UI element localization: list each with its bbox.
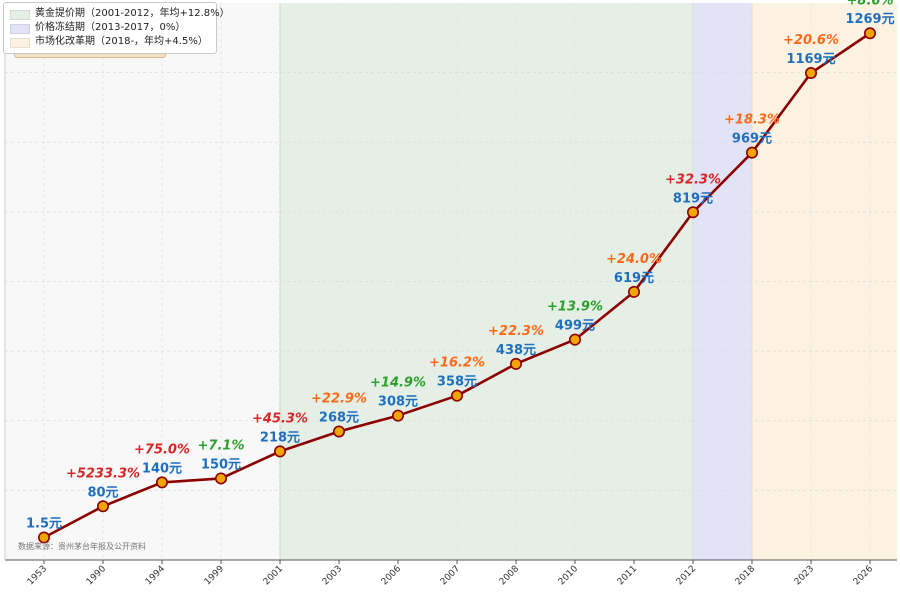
data-change-label: +32.3% xyxy=(665,172,721,187)
data-change-label: +18.3% xyxy=(724,113,780,128)
legend: 黄金提价期（2001-2012，年均+12.8%） 价格冻结期（2013-201… xyxy=(3,2,230,54)
data-change-label: +16.2% xyxy=(429,356,485,371)
x-tick-label: 2008 xyxy=(498,564,521,587)
data-value-label: 969元 xyxy=(732,132,772,147)
data-point xyxy=(37,531,50,544)
legend-label: 市场化改革期（2018-，年均+4.5%） xyxy=(35,36,208,47)
data-change-label: +22.9% xyxy=(311,391,367,406)
shaded-period xyxy=(752,3,897,560)
data-change-label: +22.3% xyxy=(488,324,544,339)
data-point xyxy=(156,476,169,489)
data-value-label: 358元 xyxy=(437,375,477,390)
data-point xyxy=(804,67,817,80)
data-value-label: 819元 xyxy=(673,191,713,206)
data-point xyxy=(686,206,699,219)
x-tick-label: 2012 xyxy=(675,564,698,587)
legend-swatch-cream xyxy=(10,38,30,48)
data-value-label: 150元 xyxy=(201,457,241,472)
data-point xyxy=(568,333,581,346)
data-change-label: +7.1% xyxy=(198,438,245,453)
x-tick-label: 2010 xyxy=(557,564,580,587)
data-point xyxy=(215,472,228,485)
legend-swatch-lavender xyxy=(10,24,30,34)
data-value-label: 1.5元 xyxy=(26,517,62,532)
data-change-label: +45.3% xyxy=(252,411,308,426)
x-tick-label: 2026 xyxy=(852,564,875,587)
legend-label: 黄金提价期（2001-2012，年均+12.8%） xyxy=(35,8,230,19)
data-change-label: +75.0% xyxy=(134,442,190,457)
data-value-label: 1269元 xyxy=(845,12,894,27)
data-value-label: 268元 xyxy=(319,410,359,425)
x-tick-label: 2011 xyxy=(616,564,639,587)
data-point xyxy=(97,500,110,513)
x-tick-label: 1990 xyxy=(85,564,108,587)
data-point xyxy=(509,357,522,370)
legend-swatch-green xyxy=(10,10,30,20)
data-point xyxy=(391,409,404,422)
x-tick-label: 2006 xyxy=(380,564,403,587)
x-tick-label: 2023 xyxy=(793,564,816,587)
x-tick-label: 2018 xyxy=(734,564,757,587)
x-tick-label: 2007 xyxy=(439,564,462,587)
x-tick-label: 2003 xyxy=(321,564,344,587)
data-point xyxy=(273,445,286,458)
legend-label: 价格冻结期（2013-2017，0%） xyxy=(35,22,186,33)
x-tick-label: 1953 xyxy=(26,564,49,587)
data-value-label: 499元 xyxy=(555,319,595,334)
data-change-label: +24.0% xyxy=(606,252,662,267)
x-tick-label: 1999 xyxy=(203,564,226,587)
data-change-label: +8.6% xyxy=(847,0,894,8)
data-change-label: +14.9% xyxy=(370,376,426,391)
data-point xyxy=(863,27,876,40)
data-change-label: +5233.3% xyxy=(66,466,140,481)
data-value-label: 619元 xyxy=(614,271,654,286)
data-point xyxy=(450,389,463,402)
data-value-label: 438元 xyxy=(496,343,536,358)
data-change-label: +13.9% xyxy=(547,300,603,315)
data-value-label: 308元 xyxy=(378,395,418,410)
data-point xyxy=(627,285,640,298)
x-tick-label: 2001 xyxy=(262,564,285,587)
x-tick-label: 1994 xyxy=(144,564,167,587)
data-value-label: 1169元 xyxy=(786,52,835,67)
data-point xyxy=(332,425,345,438)
data-value-label: 140元 xyxy=(142,461,182,476)
data-value-label: 218元 xyxy=(260,430,300,445)
data-value-label: 80元 xyxy=(87,485,118,500)
data-change-label: +20.6% xyxy=(783,33,839,48)
data-point xyxy=(745,146,758,159)
source-note: 数据来源：贵州茅台年报及公开资料 xyxy=(18,542,146,551)
